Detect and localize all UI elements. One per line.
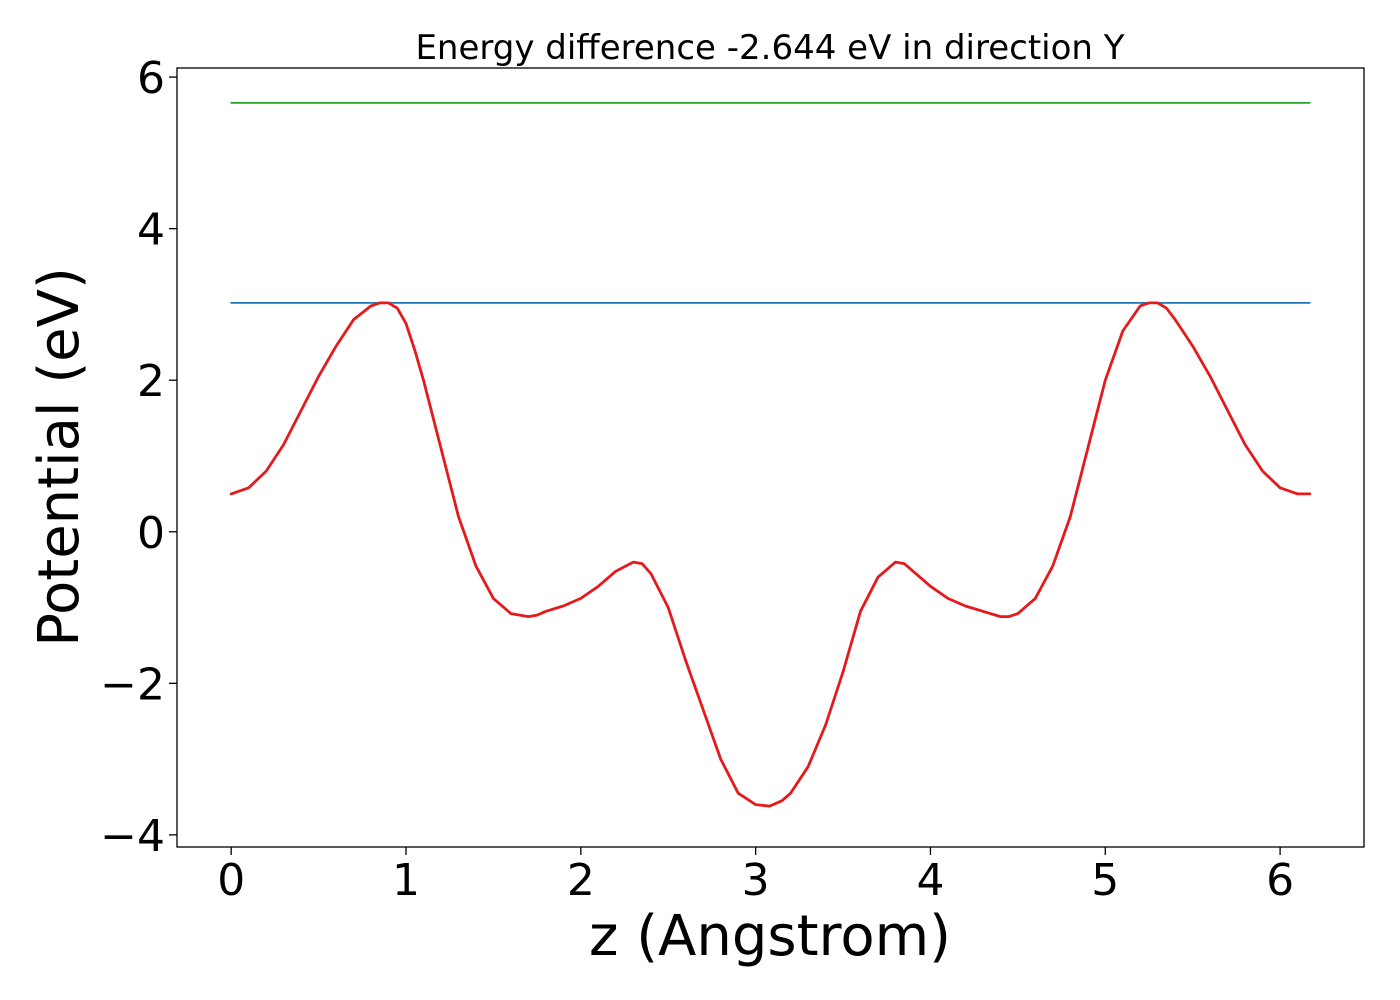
y-tick-label: −4 (100, 811, 165, 862)
x-tick-label: 2 (567, 855, 595, 906)
x-tick-label: 3 (742, 855, 770, 906)
x-tick-label: 1 (392, 855, 420, 906)
y-tick-label: 0 (137, 508, 165, 559)
x-axis-label: z (Angstrom) (589, 904, 951, 969)
x-tick-label: 4 (916, 855, 944, 906)
y-axis-ticks: −4 −2 0 2 4 6 (100, 53, 177, 862)
series-layer (229, 102, 1312, 808)
plot-frame (176, 67, 1365, 848)
y-tick-label: 4 (137, 205, 165, 256)
x-tick-label: 5 (1091, 855, 1119, 906)
series-line-2 (229, 301, 1312, 808)
x-tick-label: 6 (1266, 855, 1294, 906)
y-tick-label: −2 (100, 659, 165, 710)
x-axis-ticks: 0 1 2 3 4 5 6 (217, 847, 1294, 906)
chart-title: Energy difference -2.644 eV in direction… (415, 28, 1124, 68)
y-tick-label: 6 (137, 53, 165, 104)
y-tick-label: 2 (137, 356, 165, 407)
x-tick-label: 0 (217, 855, 245, 906)
y-axis-label: Potential (eV) (27, 267, 92, 647)
